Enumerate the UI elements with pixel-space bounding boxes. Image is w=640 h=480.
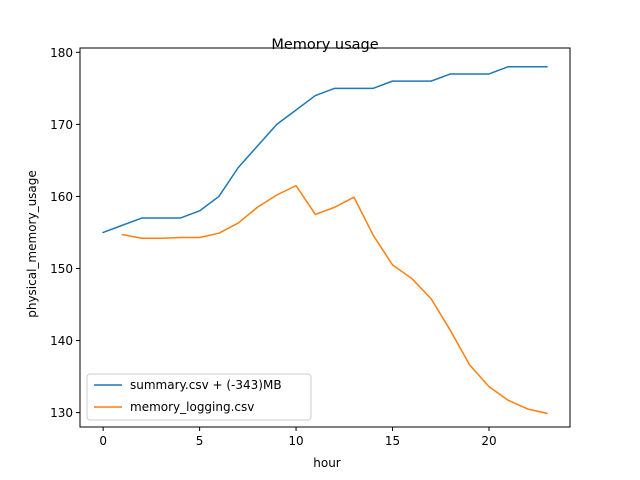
y-axis-label: physical_memory_usage [25, 170, 39, 318]
legend-box [86, 373, 312, 421]
summary-series-line [102, 65, 548, 234]
x-tick-label: 10 [288, 434, 303, 448]
legend-label-summary: summary.csv + (-343)MB [130, 378, 282, 392]
x-tick-label: 20 [481, 434, 496, 448]
y-tick-label: 160 [50, 190, 73, 204]
series-lines [102, 65, 548, 415]
x-axis-label: hour [313, 456, 341, 470]
x-tick-label: 0 [99, 434, 107, 448]
chart-title: Memory usage [271, 37, 378, 53]
y-tick-label: 150 [50, 262, 73, 276]
legend-label-memory-logging: memory_logging.csv [130, 400, 254, 414]
y-tick-label: 170 [50, 118, 73, 132]
y-tick-label: 180 [50, 46, 73, 60]
y-tick-label: 140 [50, 334, 73, 348]
y-axis-ticks: 130 140 150 160 170 180 [50, 46, 80, 420]
legend: summary.csv + (-343)MB memory_logging.cs… [86, 373, 312, 421]
memory-logging-series-line [121, 184, 548, 415]
x-tick-label: 5 [196, 434, 204, 448]
x-axis-ticks: 0 5 10 15 20 [99, 427, 497, 448]
plot-frame [79, 47, 571, 428]
x-tick-label: 15 [385, 434, 400, 448]
y-tick-label: 130 [50, 406, 73, 420]
